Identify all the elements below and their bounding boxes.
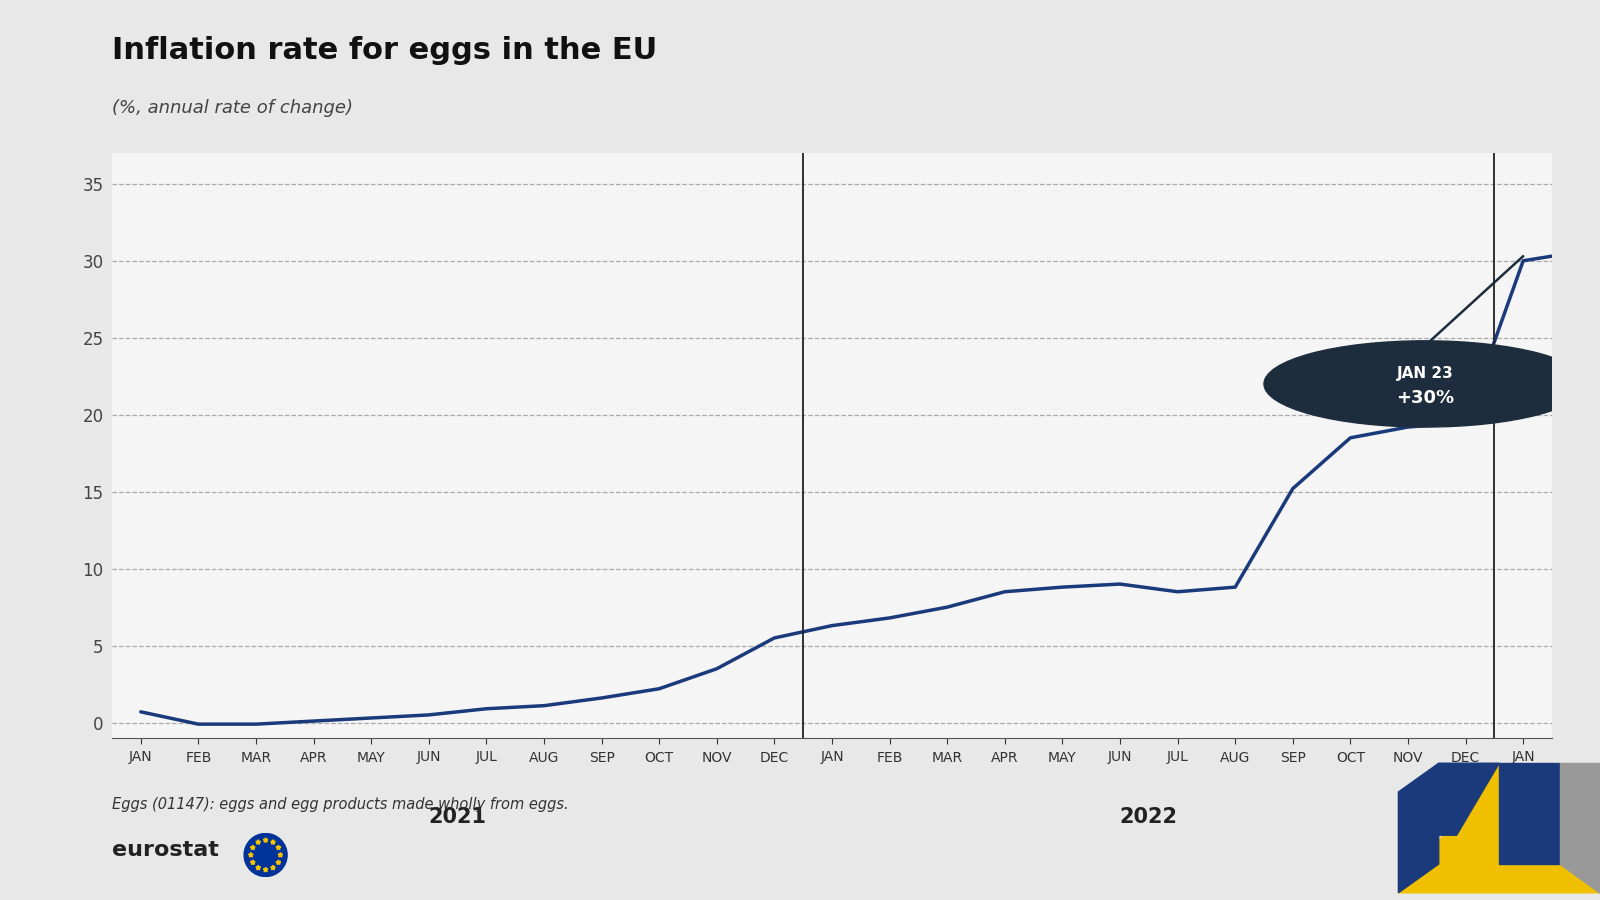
Polygon shape [1398,763,1438,893]
Polygon shape [251,860,254,864]
Polygon shape [277,860,280,864]
Polygon shape [251,845,254,850]
Polygon shape [264,838,267,842]
Text: (%, annual rate of change): (%, annual rate of change) [112,99,354,117]
Text: 2023: 2023 [1494,807,1552,827]
Polygon shape [264,868,267,872]
Text: 2022: 2022 [1120,807,1178,827]
Text: Inflation rate for eggs in the EU: Inflation rate for eggs in the EU [112,36,658,65]
Text: +30%: +30% [1397,389,1454,407]
Text: eurostat: eurostat [112,841,219,860]
Polygon shape [270,840,275,844]
Polygon shape [270,865,275,869]
Circle shape [1264,341,1587,427]
Circle shape [245,833,286,877]
Polygon shape [256,865,261,869]
Polygon shape [278,852,283,857]
Text: JAN 23: JAN 23 [1397,365,1454,381]
Text: 2021: 2021 [429,807,486,827]
Polygon shape [248,852,253,857]
Polygon shape [1398,763,1600,893]
Polygon shape [256,840,261,844]
Text: Eggs (01147): eggs and egg products made wholly from eggs.: Eggs (01147): eggs and egg products made… [112,796,568,812]
Polygon shape [1560,763,1600,893]
Polygon shape [1499,763,1560,864]
Polygon shape [1438,763,1499,835]
Polygon shape [277,845,280,850]
